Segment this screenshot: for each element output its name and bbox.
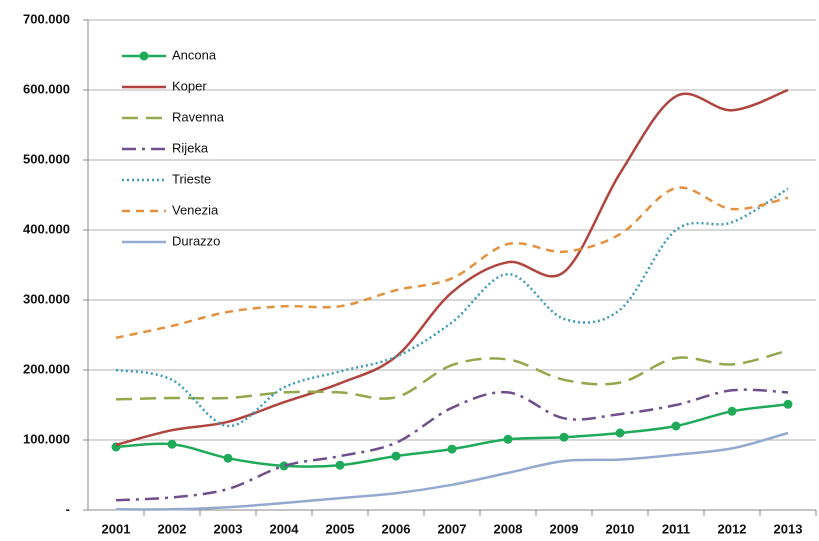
point (671, 421, 681, 431)
point (503, 434, 513, 444)
y-tick-label: 500.000 (23, 151, 70, 166)
point (447, 444, 457, 454)
point (559, 432, 569, 442)
legend-label: Koper (172, 78, 207, 93)
series-line (115, 88, 789, 447)
x-tick-label: 2004 (270, 521, 300, 536)
x-tick-label: 2009 (550, 521, 579, 536)
point (615, 428, 625, 438)
y-tick-label: 700.000 (23, 11, 70, 26)
x-tick-label: 2008 (494, 521, 523, 536)
x-tick-label: 2003 (214, 521, 243, 536)
x-tick-label: 2010 (606, 521, 635, 536)
x-tick-label: 2007 (438, 521, 467, 536)
series-line (115, 187, 789, 428)
point (335, 460, 345, 470)
y-tick-label: 200.000 (23, 361, 70, 376)
legend-label: Trieste (172, 171, 211, 186)
y-tick-label: 100.000 (23, 431, 70, 446)
x-tick-label: 2005 (326, 521, 355, 536)
series-line (115, 349, 789, 401)
legend-label: Durazzo (172, 233, 220, 248)
x-tick-label: 2012 (718, 521, 747, 536)
point (727, 406, 737, 416)
x-tick-label: 2013 (774, 521, 803, 536)
series-line (115, 388, 789, 502)
y-tick-label: 600.000 (23, 81, 70, 96)
series-line (115, 186, 789, 340)
series-line (115, 403, 789, 468)
point (391, 451, 401, 461)
series-line (115, 431, 789, 511)
x-tick-label: 2002 (158, 521, 187, 536)
point (167, 439, 177, 449)
x-tick-label: 2011 (662, 521, 690, 536)
legend-label: Ravenna (172, 109, 225, 124)
y-tick-label: - (66, 501, 70, 516)
legend-label: Venezia (172, 202, 219, 217)
legend-marker (139, 51, 149, 61)
legend-label: Ancona (172, 47, 217, 62)
x-tick-label: 2001 (102, 521, 131, 536)
legend-label: Rijeka (172, 140, 209, 155)
point (279, 461, 289, 471)
point (223, 453, 233, 463)
y-tick-label: 400.000 (23, 221, 70, 236)
x-tick-label: 2006 (382, 521, 411, 536)
point (783, 399, 793, 409)
y-tick-label: 300.000 (23, 291, 70, 306)
